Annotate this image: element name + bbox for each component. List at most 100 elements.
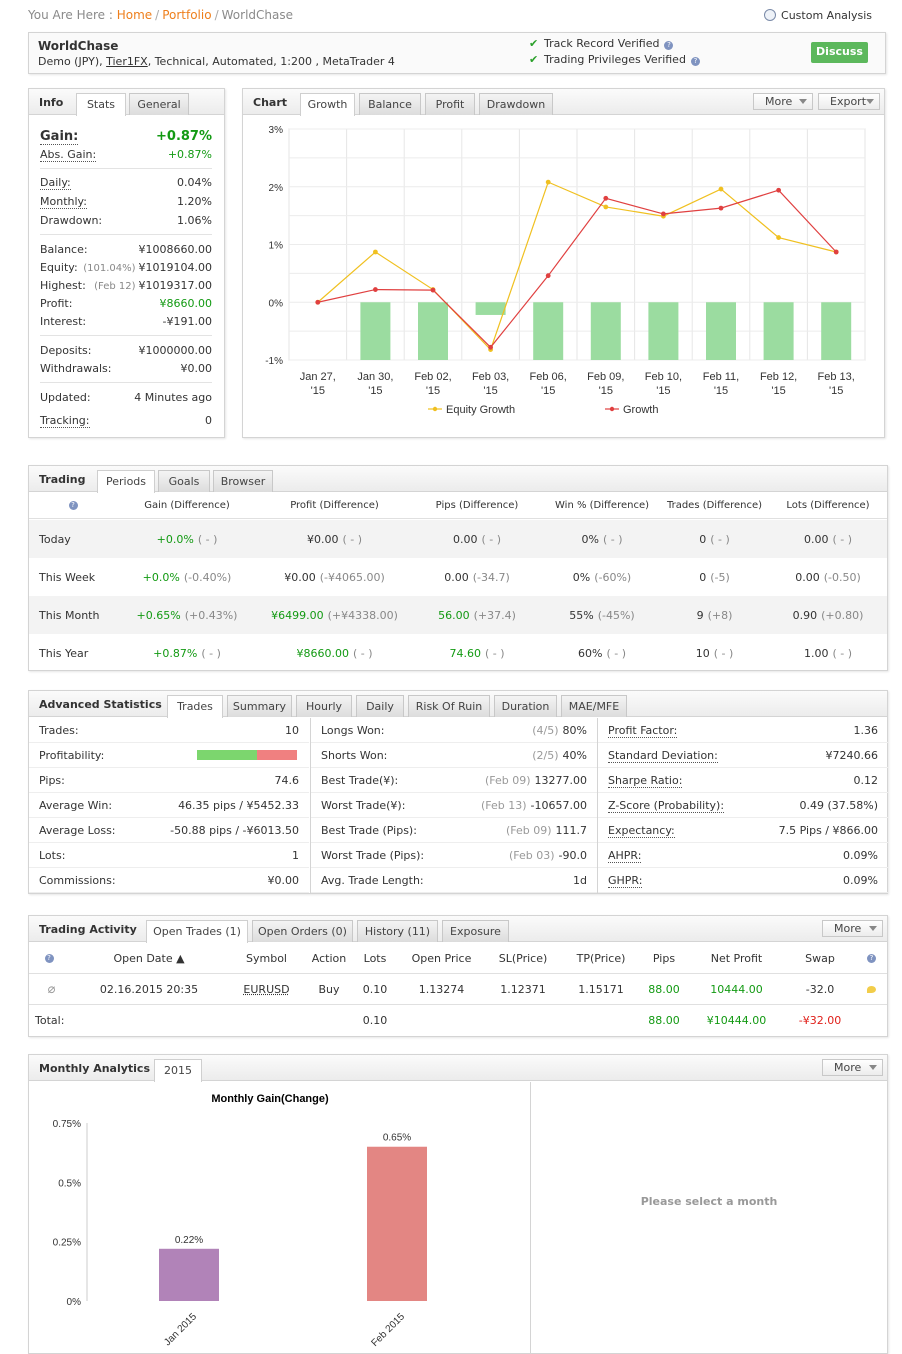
chart-export-dropdown[interactable]: Export [818,93,880,110]
stat-value: 0.09% [843,849,878,862]
bar-mark [706,302,736,360]
tab-browser[interactable]: Browser [213,470,273,492]
stat-row: Shorts Won: (2/5) 40% [311,743,597,768]
tab-stats[interactable]: Stats [76,93,126,116]
help-icon[interactable]: ? [44,953,54,963]
monthly-row: Monthly: 1.20% [40,193,212,211]
monthly-title: Monthly Analytics [39,1062,150,1075]
period-label: Today [39,532,71,546]
top-bar: You Are Here : Home / Portfolio / WorldChase… [0,0,902,30]
advanced-col-3: Profit Factor: 1.36 Standard Deviation: ¥72… [598,718,888,893]
stat-label: Profit Factor: [608,724,678,738]
trading-activity-panel: Trading Activity Open Trades (1) Open Or… [28,915,888,1037]
breadcrumb-home-link[interactable]: Home [116,8,153,22]
x-tick-label: Feb 2015 [369,1311,407,1349]
equity-percent: (101.04%) [83,263,136,274]
cell-pips: 0.00( - ) [412,520,542,558]
account-desc-prefix: Demo (JPY), [38,55,103,68]
header-lots: Lots (Difference) [786,500,870,511]
tab-mae-mfe[interactable]: MAE/MFE [561,695,627,717]
monthly-analytics-panel: Monthly Analytics 2015 More Monthly Gain… [28,1054,888,1354]
header-open-date[interactable]: Open Date ▲ [113,951,185,965]
interest-label: Interest: [40,315,87,328]
tab-growth[interactable]: Growth [300,93,355,116]
x-tick-label: Feb 13, [818,371,855,383]
stat-label: GHPR: [608,874,643,888]
highest-value: ¥1019317.00 [138,279,212,292]
breadcrumb-prefix: You Are Here : [28,8,113,22]
bar-mark[interactable] [159,1248,219,1301]
stat-detail: (Feb 13) [480,799,527,812]
tab-risk-of-ruin[interactable]: Risk Of Ruin [408,695,490,717]
diff-trades: (-5) [710,570,730,584]
total-label: Total: [35,1014,65,1027]
paperclip-icon[interactable]: ⌀ [47,981,56,997]
cell-gain: +0.65% (+0.43%) [117,596,257,634]
trade-symbol[interactable]: EURUSD [243,982,290,996]
highest-date: (Feb 12) [94,281,136,292]
tab-drawdown[interactable]: Drawdown [479,93,553,115]
header-net-profit: Net Profit [710,951,763,965]
comment-icon[interactable] [867,985,876,993]
x-tick-year: '15 [311,385,325,397]
x-tick-label: Feb 06, [530,371,567,383]
stat-label: Pips: [39,774,65,787]
stat-row: Average Loss: -50.88 pips / -¥6013.50 [29,818,309,843]
help-icon[interactable]: ? [690,57,700,66]
stat-label: Z-Score (Probability): [608,799,725,813]
chart-more-dropdown[interactable]: More [753,93,813,110]
legend-label[interactable]: Equity Growth [446,404,515,416]
tab-periods[interactable]: Periods [97,470,155,493]
stat-value: (2/5) 40% [532,749,587,762]
monthly-more-dropdown[interactable]: More [822,1059,883,1076]
tab-open-orders[interactable]: Open Orders (0) [252,920,353,942]
tab-exposure[interactable]: Exposure [442,920,509,942]
table-row[interactable]: ⌀ 02.16.2015 20:35 EURUSD Buy 0.10 1.132… [29,974,887,1005]
breadcrumb-portfolio-link[interactable]: Portfolio [162,8,212,22]
tab-goals[interactable]: Goals [158,470,210,492]
x-tick-year: '15 [829,385,843,397]
tab-balance[interactable]: Balance [359,93,421,115]
help-icon[interactable]: ? [664,41,674,50]
tab-duration[interactable]: Duration [494,695,557,717]
trade-swap: -32.0 [805,982,835,996]
gain-label: Gain: [40,129,79,145]
broker-link[interactable]: Tier1FX [106,55,148,68]
stat-row: Avg. Trade Length: 1d [311,868,597,893]
stat-value: (4/5) 80% [532,724,587,737]
legend-label[interactable]: Growth [623,404,658,416]
tab-open-trades[interactable]: Open Trades (1) [146,920,248,943]
value-profit: ¥8660.00 [296,646,349,660]
activity-more-label: More [834,922,862,935]
monthly-header: Monthly Analytics 2015 More [29,1055,887,1082]
tab-general[interactable]: General [129,93,189,115]
diff-profit: (+¥4338.00) [327,608,398,622]
custom-analysis-link[interactable]: Custom Analysis [764,9,872,22]
help-icon[interactable]: ? [68,501,78,510]
help-icon[interactable]: ? [867,953,876,963]
stat-label: Average Win: [39,799,113,812]
abs-gain-row: Abs. Gain: +0.87% [40,146,212,164]
stat-row: Lots: 1 [29,843,309,868]
tab-profit[interactable]: Profit [425,93,475,115]
x-tick-year: '15 [599,385,613,397]
updated-row: Updated: 4 Minutes ago [40,389,212,407]
stat-value: ¥7240.66 [826,749,879,762]
activity-more-dropdown[interactable]: More [822,920,883,937]
tab-history[interactable]: History (11) [357,920,438,942]
discuss-button[interactable]: Discuss [811,42,868,63]
drawdown-value: 1.06% [177,214,212,227]
tab-2015[interactable]: 2015 [154,1059,202,1082]
tab-summary[interactable]: Summary [227,695,292,717]
interest-row: Interest: -¥191.00 [40,313,212,331]
tab-hourly[interactable]: Hourly [296,695,352,717]
bar-mark[interactable] [367,1146,427,1301]
stat-value: 1 [292,849,299,862]
y-tick-label: 0.75% [53,1119,81,1130]
tab-trades[interactable]: Trades [167,695,223,718]
stat-value: ¥0.00 [268,874,300,887]
series-point [603,195,609,201]
stat-row: Commissions: ¥0.00 [29,868,309,893]
tab-daily[interactable]: Daily [356,695,404,717]
tracking-link[interactable]: Tracking: [40,414,90,428]
